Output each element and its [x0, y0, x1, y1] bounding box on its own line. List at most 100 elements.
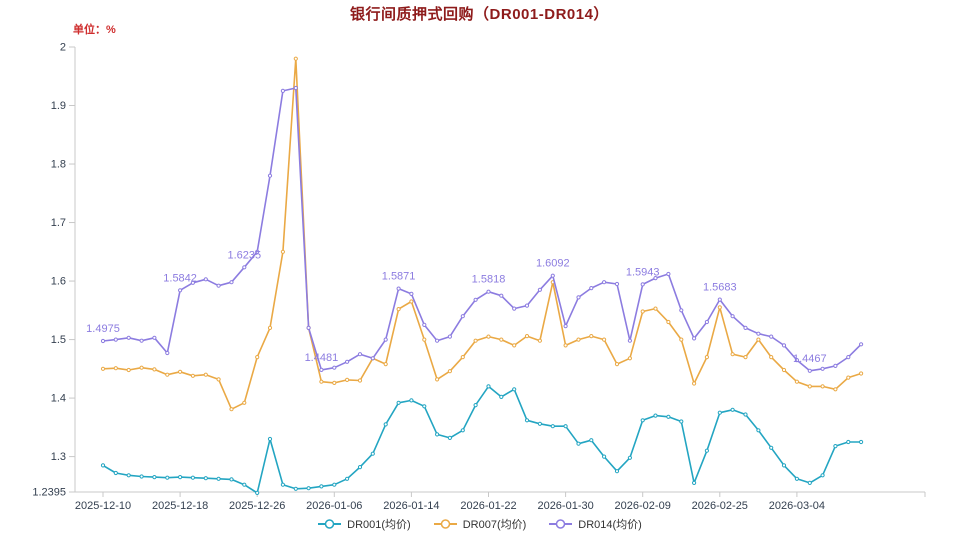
data-point-marker — [242, 482, 247, 487]
data-point-marker — [614, 281, 620, 287]
data-point-marker — [704, 355, 710, 360]
data-point-marker — [756, 337, 761, 342]
data-point-marker — [524, 303, 530, 308]
chart-title: 银行间质押式回购（DR001-DR014） — [350, 6, 609, 23]
legend-label: DR014(均价) — [578, 519, 642, 531]
data-point-marker — [113, 366, 118, 371]
data-point-marker — [447, 369, 452, 374]
data-point-marker — [807, 368, 812, 373]
data-point-marker — [704, 319, 710, 325]
data-point-marker — [267, 436, 273, 442]
data-point-marker — [255, 490, 260, 495]
legend-item-dr007[interactable]: DR007(均价) — [433, 516, 527, 532]
y-axis-label: 1.7 — [51, 217, 66, 229]
legend-label: DR007(均价) — [462, 519, 527, 531]
data-point-marker — [396, 286, 401, 291]
data-point-marker — [602, 337, 607, 342]
data-point-marker — [627, 356, 633, 361]
data-point-marker — [550, 424, 555, 429]
data-point-marker — [345, 359, 350, 364]
data-point-marker — [563, 343, 568, 348]
legend-item-dr014[interactable]: DR014(均价) — [548, 516, 642, 532]
data-point-marker — [807, 480, 812, 485]
point-value-label: 1.5683 — [703, 282, 737, 294]
x-axis-label: 2025-12-10 — [75, 500, 131, 512]
data-point-marker — [846, 375, 851, 380]
data-point-marker — [666, 414, 671, 419]
data-point-marker — [537, 421, 543, 426]
data-point-marker — [859, 439, 864, 445]
series-dr001 — [100, 384, 864, 495]
data-point-marker — [781, 463, 787, 468]
data-point-marker — [602, 454, 607, 459]
data-point-marker — [756, 331, 761, 336]
y-axis-label: 1.4 — [51, 393, 66, 405]
data-point-marker — [704, 448, 710, 453]
data-point-marker — [370, 451, 375, 456]
x-axis-label: 2026-03-04 — [769, 500, 825, 512]
legend: DR001(均价) DR007(均价) DR014(均价) — [0, 516, 959, 532]
data-point-marker — [576, 337, 581, 342]
data-point-marker — [383, 362, 388, 367]
data-point-marker — [409, 299, 414, 304]
data-point-marker — [653, 306, 658, 311]
point-value-label: 1.4481 — [305, 352, 339, 364]
x-axis-label: 2026-02-09 — [615, 500, 671, 512]
data-point-marker — [859, 371, 864, 376]
data-point-marker — [229, 280, 234, 285]
data-point-marker — [769, 334, 774, 339]
data-point-marker — [126, 367, 131, 373]
data-point-marker — [126, 335, 131, 340]
data-point-marker — [769, 355, 774, 360]
data-point-marker — [370, 356, 375, 361]
data-point-marker — [293, 486, 298, 491]
data-point-marker — [100, 463, 106, 468]
data-point-marker — [794, 358, 800, 363]
legend-item-dr001[interactable]: DR001(均价) — [317, 516, 411, 532]
data-point-marker — [139, 474, 144, 479]
data-point-marker — [139, 365, 144, 370]
data-point-marker — [820, 384, 825, 389]
data-point-marker — [717, 410, 722, 415]
data-point-marker — [216, 283, 221, 288]
data-point-marker — [576, 441, 581, 446]
series-line-dr007 — [102, 57, 862, 411]
data-point-marker — [679, 419, 684, 424]
data-point-marker — [550, 273, 555, 278]
point-value-label: 1.5842 — [163, 272, 197, 284]
data-point-marker — [756, 428, 761, 433]
data-point-marker — [486, 384, 491, 389]
data-point-marker — [152, 335, 157, 340]
data-point-marker — [679, 308, 684, 313]
data-point-marker — [113, 470, 118, 476]
data-point-marker — [460, 428, 465, 433]
x-axis-label: 2026-01-06 — [306, 500, 362, 512]
y-axis-label: 1.9 — [51, 100, 66, 112]
data-point-marker — [319, 367, 324, 372]
data-point-marker — [190, 280, 195, 285]
data-point-marker — [537, 338, 543, 343]
data-point-marker — [383, 422, 388, 427]
data-point-marker — [229, 407, 234, 412]
data-point-marker — [717, 297, 722, 302]
data-point-marker — [473, 338, 478, 343]
data-point-marker — [357, 465, 363, 470]
data-point-marker — [666, 319, 671, 325]
data-point-marker — [178, 475, 183, 480]
x-axis-label: 2025-12-18 — [152, 500, 208, 512]
data-point-marker — [486, 334, 491, 339]
data-point-marker — [216, 377, 221, 382]
data-point-marker — [293, 56, 298, 61]
data-point-marker — [203, 476, 208, 481]
data-point-marker — [152, 475, 157, 480]
data-point-marker — [717, 305, 722, 310]
data-point-marker — [666, 271, 671, 277]
data-point-marker — [846, 355, 851, 360]
data-point-marker — [833, 363, 838, 368]
data-point-marker — [126, 473, 131, 478]
data-point-marker — [267, 173, 273, 178]
data-point-marker — [692, 381, 697, 386]
data-point-marker — [692, 480, 697, 485]
data-point-marker — [781, 343, 787, 348]
